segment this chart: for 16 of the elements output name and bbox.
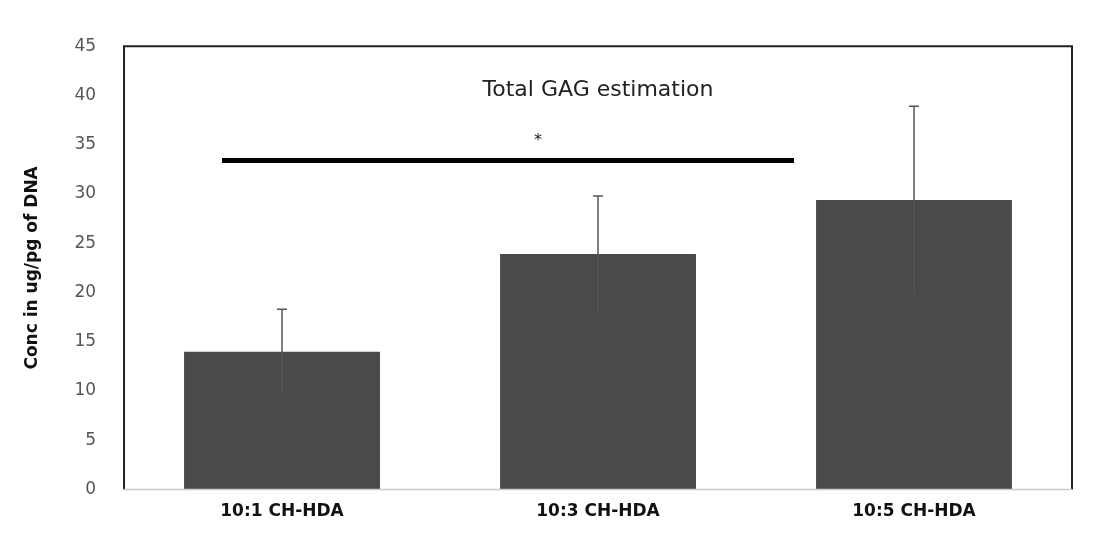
y-tick-label: 45: [74, 34, 97, 55]
x-tick-label: 10:1 CH-HDA: [220, 500, 345, 521]
y-tick-label: 20: [74, 280, 97, 301]
y-tick-label: 10: [74, 379, 97, 400]
y-axis-title: Conc in ug/pg of DNA: [20, 165, 41, 370]
y-tick-label: 0: [85, 478, 97, 499]
x-tick-label: 10:3 CH-HDA: [536, 500, 661, 521]
y-tick-label: 35: [74, 133, 97, 154]
y-tick-label: 25: [74, 231, 97, 252]
y-tick-label: 5: [85, 428, 97, 449]
text: Total GAG estimation: [481, 76, 715, 102]
y-tick-label: 30: [74, 182, 97, 203]
annotation: *: [533, 130, 543, 150]
y-tick-label: 15: [74, 330, 97, 351]
y-tick-label: 40: [74, 83, 97, 104]
x-tick-label: 10:5 CH-HDA: [852, 500, 977, 521]
